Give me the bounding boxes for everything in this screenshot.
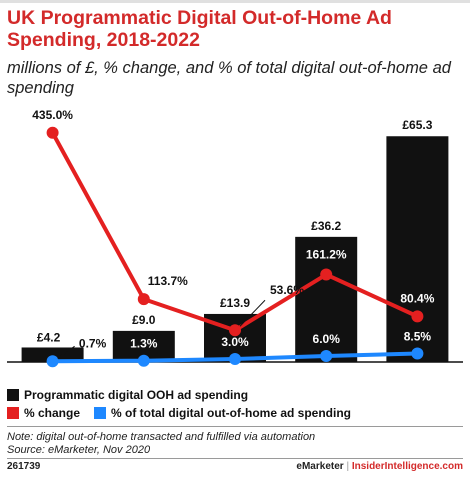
pct-change-label-2019: 113.7% bbox=[148, 274, 188, 288]
point-pct-change-2018 bbox=[46, 126, 59, 139]
point-pct-change-2020 bbox=[229, 324, 241, 337]
bar-2021 bbox=[295, 236, 358, 362]
chart-id: 261739 bbox=[7, 461, 41, 472]
x-tick-label-2022: 2022 bbox=[403, 369, 432, 370]
chart-title: UK Programmatic Digital Out-of-Home Ad S… bbox=[7, 7, 392, 51]
point-pct-change-2019 bbox=[137, 293, 150, 306]
point-pct-total-2020 bbox=[229, 353, 241, 365]
legend-swatch-change bbox=[7, 407, 19, 419]
note: Note: digital out-of-home transacted and… bbox=[7, 431, 316, 443]
legend-swatch-share bbox=[94, 407, 107, 419]
pct-total-label-2020: 3.0% bbox=[221, 335, 249, 349]
combo-chart: 2018 2019 2020 2021 2022 £4.2 £9.0 £13.9 £36.2 £6… bbox=[7, 108, 463, 370]
legend-label-share: % of total digital out-of-home ad spendi… bbox=[111, 406, 351, 420]
x-tick-label-2019: 2019 bbox=[129, 369, 158, 370]
source: Source: eMarketer, Nov 2020 bbox=[7, 444, 151, 456]
legend-label-change: % change bbox=[24, 406, 81, 420]
legend-row-bars: Programmatic digital OOH ad spending bbox=[7, 388, 248, 402]
footer-brand: eMarketer | InsiderIntelligence.com bbox=[296, 461, 463, 472]
point-pct-total-2022 bbox=[411, 347, 424, 360]
chart-subtitle: millions of £, % change, and % of total … bbox=[7, 59, 451, 97]
pct-total-label-2018: 0.7% bbox=[79, 336, 107, 350]
legend-swatch-bars bbox=[7, 389, 19, 401]
x-tick-label-2018: 2018 bbox=[38, 369, 67, 370]
pct-total-label-2019: 1.3% bbox=[130, 337, 158, 351]
leader-line-2020 bbox=[239, 299, 266, 327]
legend-label-bars: Programmatic digital OOH ad spending bbox=[24, 388, 249, 402]
top-rule bbox=[0, 0, 470, 3]
point-pct-total-2019 bbox=[137, 354, 150, 367]
bar-value-label-2018: £4.2 bbox=[37, 330, 61, 344]
point-pct-change-2021 bbox=[320, 268, 333, 281]
pct-change-label-2022: 80.4% bbox=[400, 291, 434, 305]
point-pct-total-2018 bbox=[46, 355, 59, 368]
x-tick-label-2020: 2020 bbox=[221, 369, 250, 370]
bar-2022 bbox=[386, 136, 449, 362]
bar-value-label-2020: £13.9 bbox=[220, 296, 250, 310]
bar-value-label-2019: £9.0 bbox=[132, 313, 156, 327]
pct-change-label-2020: 53.6% bbox=[270, 283, 304, 297]
divider bbox=[7, 426, 463, 427]
footer: 261739 eMarketer | InsiderIntelligence.c… bbox=[7, 461, 463, 472]
point-pct-total-2021 bbox=[320, 350, 333, 362]
brand-separator: | bbox=[346, 461, 350, 472]
pct-change-label-2018: 435.0% bbox=[32, 108, 73, 122]
bar-value-label-2021: £36.2 bbox=[311, 219, 341, 233]
pct-change-label-2021: 161.2% bbox=[306, 248, 347, 262]
point-pct-change-2022 bbox=[411, 310, 424, 323]
divider-bottom bbox=[7, 458, 463, 459]
pct-total-label-2022: 8.5% bbox=[404, 330, 432, 344]
x-tick-label-2021: 2021 bbox=[312, 369, 341, 370]
bar-value-label-2022: £65.3 bbox=[402, 118, 432, 132]
leader-line-2018 bbox=[57, 345, 75, 359]
brand-emarketer: eMarketer bbox=[296, 461, 344, 472]
legend-row-lines: % change % of total digital out-of-home … bbox=[7, 406, 351, 420]
pct-total-label-2021: 6.0% bbox=[313, 332, 341, 346]
brand-insider: InsiderIntelligence.com bbox=[351, 461, 463, 472]
